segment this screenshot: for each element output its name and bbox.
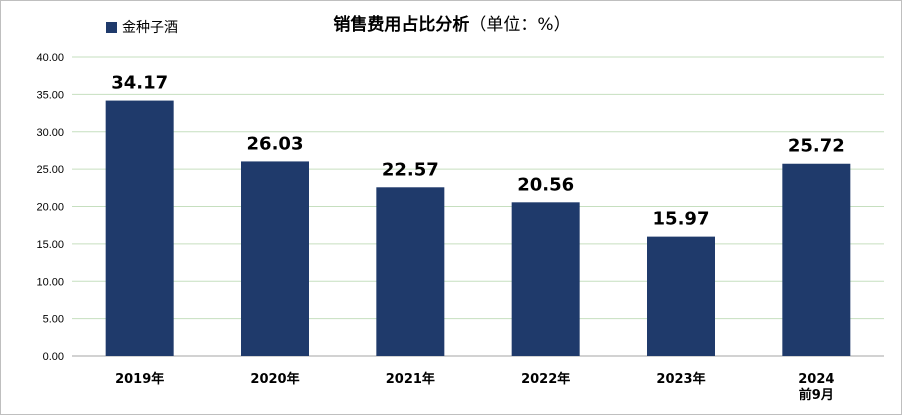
bar: [376, 187, 445, 356]
legend-label: 金种子酒: [122, 20, 178, 36]
x-tick-label: 2020年: [250, 371, 299, 387]
x-tick-label-line: 2024: [798, 372, 834, 387]
bar: [511, 202, 580, 356]
x-tick-label-line: 2022年: [521, 371, 570, 387]
data-label: 20.56: [517, 174, 574, 195]
x-tick-label: 2021年: [386, 371, 435, 387]
y-tick-label: 15.00: [36, 239, 64, 251]
x-tick-label-line: 前9月: [799, 387, 834, 403]
x-tick-label: 2019年: [115, 371, 164, 387]
y-tick-label: 40.00: [36, 52, 64, 64]
data-label: 22.57: [382, 159, 439, 180]
y-tick-label: 20.00: [36, 202, 64, 214]
x-tick-label: 2024 前9月: [798, 372, 834, 403]
x-tick-label: 2022年: [521, 371, 570, 387]
x-tick-label: 2023年: [656, 371, 705, 387]
bar: [105, 100, 174, 356]
legend: 金种子酒: [106, 17, 178, 37]
chart-title-main: 销售费用占比分析: [333, 15, 470, 35]
chart-title: 销售费用占比分析（单位：%）: [0, 10, 904, 35]
bar: [647, 236, 715, 356]
chart-title-unit: （单位：%）: [469, 15, 571, 35]
data-label: 34.17: [111, 73, 168, 94]
y-tick-label: 35.00: [36, 89, 64, 101]
legend-swatch: [106, 21, 117, 33]
x-tick-label-line: 2019年: [115, 371, 164, 387]
bar: [241, 161, 309, 356]
data-label: 25.72: [788, 136, 845, 157]
y-tick-label: 0.00: [43, 351, 64, 363]
x-tick-label-line: 2020年: [250, 371, 299, 387]
y-tick-label: 10.00: [36, 276, 64, 288]
data-label: 15.97: [653, 209, 710, 230]
x-tick-label-line: 2021年: [386, 371, 435, 387]
x-tick-label-line: 2023年: [656, 371, 705, 387]
data-label: 26.03: [247, 133, 304, 154]
bar: [782, 163, 851, 356]
y-tick-label: 25.00: [36, 164, 64, 176]
y-tick-label: 5.00: [43, 314, 64, 326]
y-tick-label: 30.00: [36, 127, 64, 139]
